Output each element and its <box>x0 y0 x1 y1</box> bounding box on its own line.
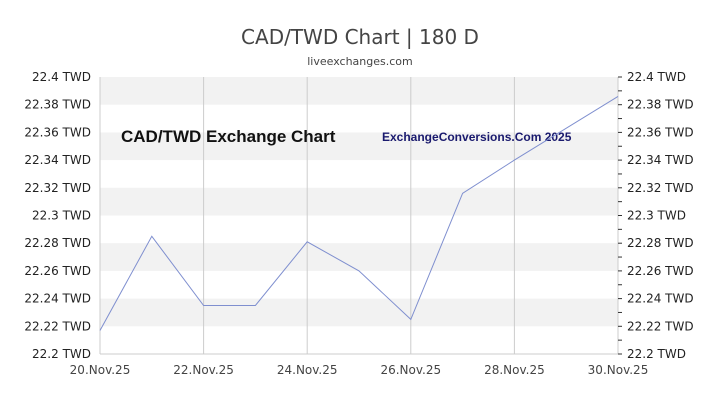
y-tick-label-left: 22.38 TWD <box>24 98 91 112</box>
band <box>100 298 618 327</box>
band <box>100 77 618 105</box>
series-line-cad-twd <box>99 95 619 331</box>
band <box>100 243 618 271</box>
x-tick-label: 20.Nov.25 <box>70 363 131 377</box>
chart-title: CAD/TWD Chart | 180 D <box>241 25 479 49</box>
y-tick-label-right: 22.32 TWD <box>627 181 694 195</box>
band <box>100 187 618 216</box>
y-tick-label-left: 22.32 TWD <box>24 181 91 195</box>
y-axis-right-labels: 22.4 TWD 22.38 TWD 22.36 TWD 22.34 TWD 22.32… <box>627 70 694 361</box>
y-tick-label-right: 22.34 TWD <box>627 153 694 167</box>
y-tick-label-right: 22.4 TWD <box>627 70 686 84</box>
y-tick-label-left: 22.4 TWD <box>32 70 91 84</box>
x-tick-label: 30.Nov.25 <box>588 363 649 377</box>
y-tick-label-right: 22.22 TWD <box>627 319 694 333</box>
chart-subtitle: liveexchanges.com <box>307 55 413 68</box>
y-tick-label-left: 22.3 TWD <box>32 209 91 223</box>
y-tick-label-left: 22.2 TWD <box>32 347 91 361</box>
x-tick-label: 22.Nov.25 <box>173 363 234 377</box>
y-tick-label-left: 22.36 TWD <box>24 125 91 139</box>
y-tick-label-left: 22.28 TWD <box>24 236 91 250</box>
y-axis-left-labels: 22.4 TWD 22.38 TWD 22.36 TWD 22.34 TWD 22.32… <box>24 70 91 361</box>
x-tick-label: 24.Nov.25 <box>277 363 338 377</box>
y-tick-label-right: 22.36 TWD <box>627 125 694 139</box>
y-tick-label-right: 22.28 TWD <box>627 236 694 250</box>
x-tick-label: 26.Nov.25 <box>380 363 441 377</box>
x-tick-label: 28.Nov.25 <box>484 363 545 377</box>
y-tick-label-right: 22.26 TWD <box>627 264 694 278</box>
axes <box>99 76 622 355</box>
x-axis-labels: 20.Nov.25 22.Nov.25 24.Nov.25 26.Nov.25 28.N… <box>70 363 649 377</box>
y-tick-label-right: 22.38 TWD <box>627 98 694 112</box>
band <box>100 132 618 161</box>
watermark-right: ExchangeConversions.Com 2025 <box>382 130 572 144</box>
y-tick-label-right: 22.2 TWD <box>627 347 686 361</box>
y-tick-label-left: 22.22 TWD <box>24 319 91 333</box>
background-bands <box>100 77 618 327</box>
y-tick-label-left: 22.24 TWD <box>24 292 91 306</box>
y-tick-label-right: 22.3 TWD <box>627 209 686 223</box>
y-tick-label-right: 22.24 TWD <box>627 292 694 306</box>
watermark-left: CAD/TWD Exchange Chart <box>121 127 336 146</box>
y-tick-label-left: 22.34 TWD <box>24 153 91 167</box>
y-tick-label-left: 22.26 TWD <box>24 264 91 278</box>
